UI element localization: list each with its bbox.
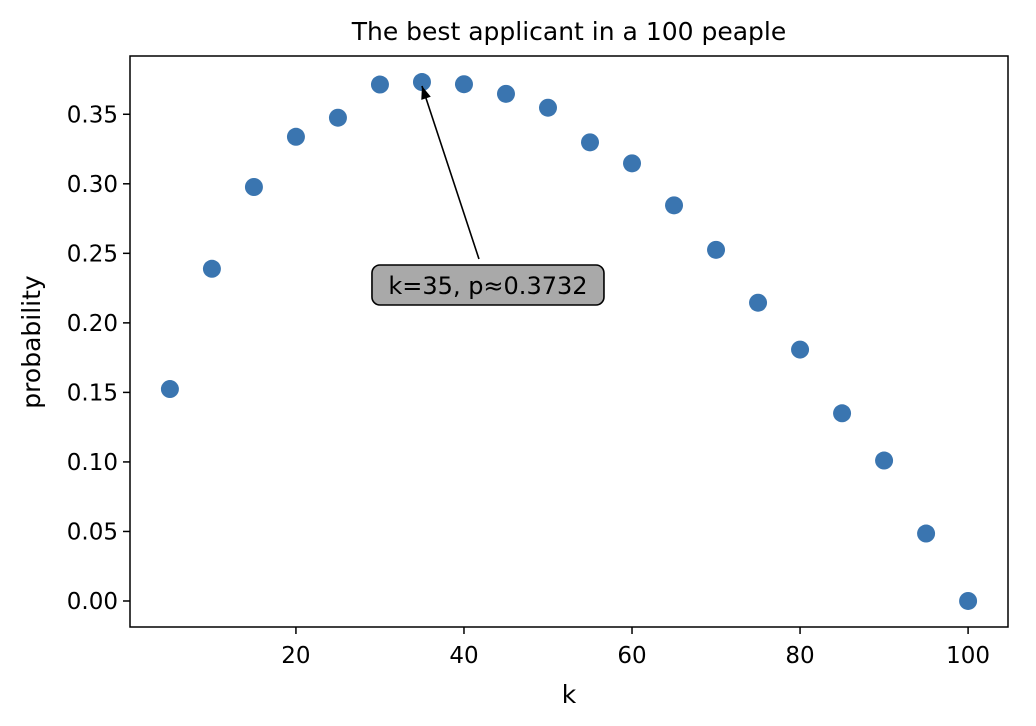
- data-point: [454, 75, 473, 94]
- x-tick-label: 100: [946, 643, 990, 669]
- data-point: [749, 293, 768, 312]
- data-point: [286, 127, 305, 146]
- y-tick-label: 0.15: [67, 380, 118, 406]
- data-point: [665, 196, 684, 215]
- data-point: [160, 380, 179, 399]
- x-axis-ticks: 20 40 60 80 100: [281, 627, 990, 669]
- annotation-arrowhead: [421, 86, 431, 100]
- data-point: [581, 133, 600, 152]
- data-point: [791, 340, 810, 359]
- data-point: [917, 524, 936, 543]
- y-axis-ticks: 0.00 0.05 0.10 0.15 0.20 0.25 0.30 0.35: [67, 102, 130, 615]
- annotation-text: k=35, p≈0.3732: [388, 272, 587, 300]
- y-tick-label: 0.00: [67, 589, 118, 615]
- data-points: [160, 73, 978, 610]
- data-point: [959, 591, 978, 610]
- y-tick-label: 0.25: [67, 241, 118, 267]
- x-axis-label: k: [562, 680, 577, 709]
- plot-frame: [129, 55, 1009, 628]
- x-tick-label: 80: [785, 643, 814, 669]
- annotation-arrow: [421, 85, 480, 260]
- y-tick-label: 0.30: [67, 172, 118, 198]
- data-point: [707, 240, 726, 259]
- y-tick-label: 0.35: [67, 102, 118, 128]
- data-point: [412, 73, 431, 92]
- x-tick-label: 20: [281, 643, 310, 669]
- y-tick-label: 0.05: [67, 519, 118, 545]
- y-tick-label: 0.10: [67, 450, 118, 476]
- data-point: [244, 177, 263, 196]
- data-point: [328, 108, 347, 127]
- x-tick-label: 60: [617, 643, 646, 669]
- data-point: [370, 75, 389, 94]
- chart-title: The best applicant in a 100 peaple: [351, 17, 787, 46]
- data-point: [833, 404, 852, 423]
- data-point: [496, 84, 515, 103]
- peak-annotation: k=35, p≈0.3732: [371, 85, 605, 306]
- data-point: [202, 259, 221, 278]
- annotation-box: [371, 264, 605, 306]
- x-tick-label: 40: [449, 643, 478, 669]
- data-point: [875, 451, 894, 470]
- data-point: [538, 98, 557, 117]
- y-tick-label: 0.20: [67, 311, 118, 337]
- data-point: [623, 154, 642, 173]
- y-axis-label: probability: [17, 275, 46, 409]
